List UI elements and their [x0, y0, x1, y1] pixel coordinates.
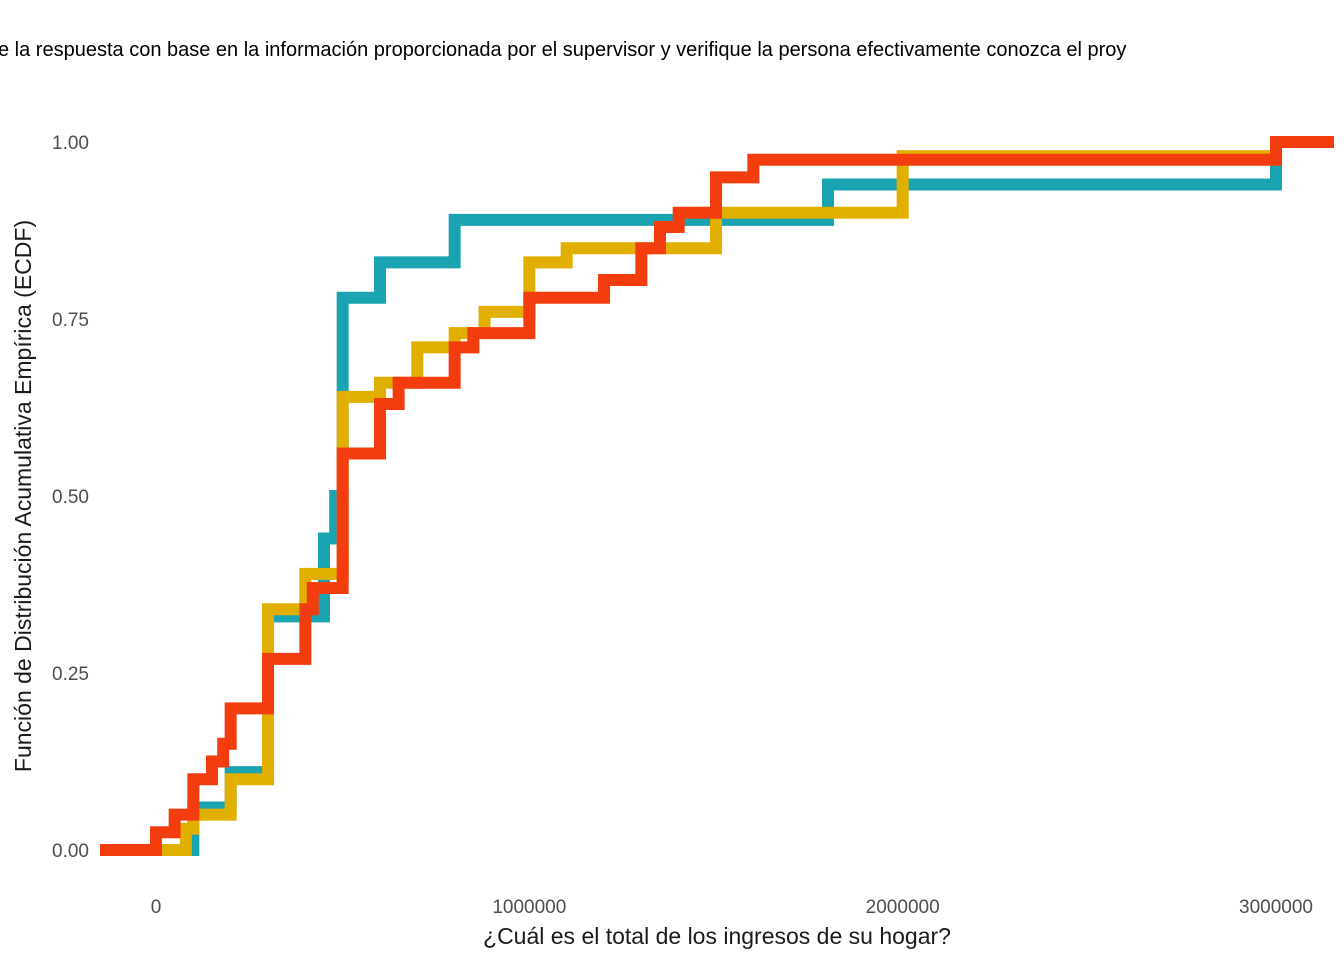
y-tick-label: 0.25 [52, 664, 89, 685]
y-tick-label: 1.00 [52, 133, 89, 154]
y-tick-label: 0.00 [52, 841, 89, 862]
series-layer [100, 136, 1334, 856]
x-axis-ticks: 0 1000000 2000000 3000000 [151, 897, 1313, 918]
chart-title: e la respuesta con base en la informació… [0, 39, 1126, 61]
y-tick-label: 0.75 [52, 310, 89, 331]
x-tick-label: 0 [151, 897, 162, 918]
ecdf-series-line-2 [100, 136, 1334, 856]
x-axis-title: ¿Cuál es el total de los ingresos de su … [483, 923, 951, 949]
y-tick-label: 0.50 [52, 487, 89, 508]
y-axis-title: Función de Distribución Acumulativa Empí… [10, 220, 36, 772]
x-tick-label: 2000000 [866, 897, 940, 918]
x-tick-label: 1000000 [492, 897, 566, 918]
ecdf-series-line-3 [100, 136, 1334, 856]
y-axis-ticks: 0.00 0.25 0.50 0.75 1.00 [52, 133, 89, 862]
x-tick-label: 3000000 [1239, 897, 1313, 918]
